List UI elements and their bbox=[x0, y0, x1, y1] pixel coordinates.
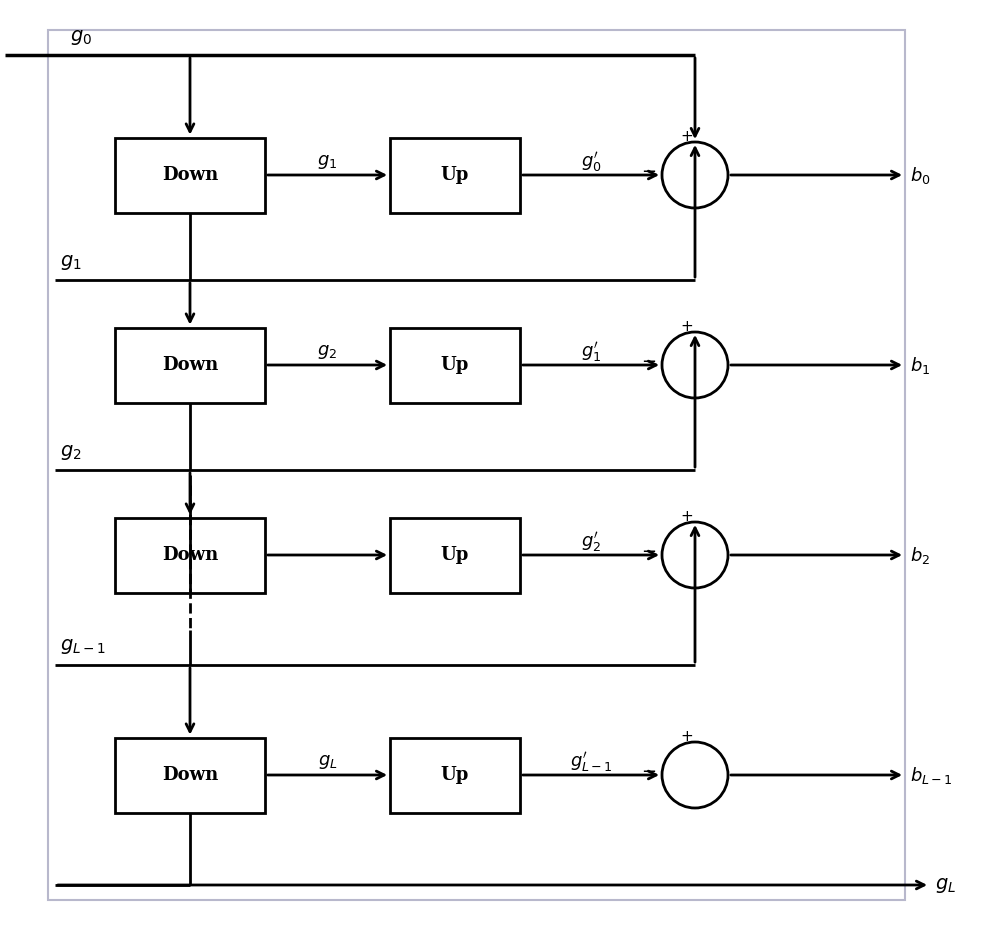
Bar bbox=[48, 30, 905, 900]
Text: Down: Down bbox=[162, 356, 218, 374]
Text: $b_{L-1}$: $b_{L-1}$ bbox=[910, 764, 953, 786]
Text: $g_1$: $g_1$ bbox=[317, 153, 338, 171]
Bar bbox=[390, 138, 520, 212]
Text: $g_0'$: $g_0'$ bbox=[581, 150, 601, 174]
Text: $g_{L-1}$: $g_{L-1}$ bbox=[60, 637, 106, 657]
Text: $g_2$: $g_2$ bbox=[317, 343, 338, 361]
Text: $-$: $-$ bbox=[641, 541, 656, 559]
Text: $+$: $+$ bbox=[680, 130, 694, 144]
Bar bbox=[390, 737, 520, 813]
Text: $+$: $+$ bbox=[680, 320, 694, 334]
Text: $g_L$: $g_L$ bbox=[935, 875, 956, 895]
Bar bbox=[115, 138, 265, 212]
Text: $g_L$: $g_L$ bbox=[318, 753, 337, 771]
Text: $-$: $-$ bbox=[641, 761, 656, 779]
Bar bbox=[115, 327, 265, 403]
Text: $b_2$: $b_2$ bbox=[910, 544, 930, 565]
Bar bbox=[390, 517, 520, 592]
Text: $+$: $+$ bbox=[680, 730, 694, 744]
Text: Down: Down bbox=[162, 546, 218, 564]
Text: $g_1$: $g_1$ bbox=[60, 253, 82, 272]
Text: $g_2$: $g_2$ bbox=[60, 443, 82, 461]
Text: $-$: $-$ bbox=[641, 351, 656, 369]
Text: $g_0$: $g_0$ bbox=[70, 28, 92, 46]
Text: $+$: $+$ bbox=[680, 510, 694, 524]
Text: Up: Up bbox=[441, 166, 469, 184]
Text: Down: Down bbox=[162, 766, 218, 784]
Text: Up: Up bbox=[441, 356, 469, 374]
Text: $b_0$: $b_0$ bbox=[910, 165, 931, 185]
Text: Down: Down bbox=[162, 166, 218, 184]
Bar bbox=[115, 517, 265, 592]
Text: $g_1'$: $g_1'$ bbox=[581, 340, 601, 364]
Bar bbox=[390, 327, 520, 403]
Text: $g_{L-1}'$: $g_{L-1}'$ bbox=[570, 750, 612, 774]
Text: $b_1$: $b_1$ bbox=[910, 354, 930, 376]
Text: Up: Up bbox=[441, 546, 469, 564]
Text: Up: Up bbox=[441, 766, 469, 784]
Bar bbox=[115, 737, 265, 813]
Text: $g_2'$: $g_2'$ bbox=[581, 530, 601, 554]
Text: $-$: $-$ bbox=[641, 161, 656, 179]
